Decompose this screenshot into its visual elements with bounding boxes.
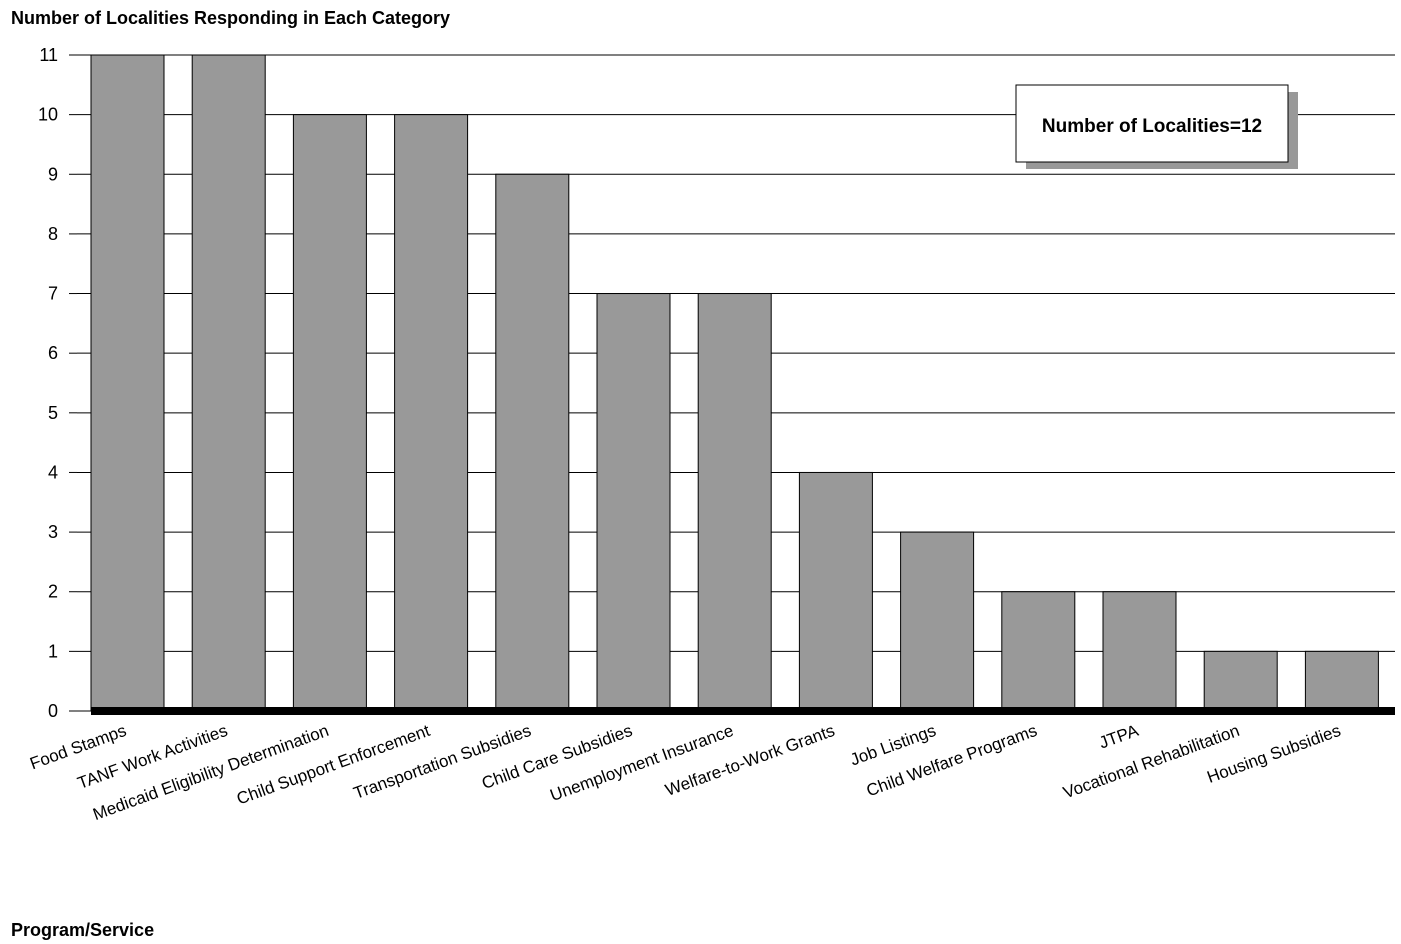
y-tick-label: 7 [48, 284, 58, 304]
y-tick-label: 2 [48, 582, 58, 602]
bar [1203, 650, 1278, 712]
y-axis-title: Number of Localities Responding in Each … [11, 8, 451, 28]
y-tick-label: 9 [48, 164, 58, 184]
bar [596, 293, 671, 712]
category-label: Vocational Rehabilitation [1061, 721, 1242, 803]
bar [292, 114, 367, 712]
category-label: Child Welfare Programs [864, 721, 1040, 800]
y-tick-label: 4 [48, 462, 58, 482]
y-tick-label: 1 [48, 641, 58, 661]
y-tick-label: 8 [48, 224, 58, 244]
category-label: JTPA [1096, 721, 1141, 753]
annotation-text: Number of Localities=12 [1042, 116, 1262, 137]
x-axis-title: Program/Service [11, 920, 155, 940]
y-tick-label: 11 [39, 45, 58, 65]
y-tick-label: 10 [38, 105, 58, 125]
x-axis-baseline [91, 707, 1395, 715]
category-label: Welfare-to-Work Grants [663, 721, 838, 800]
bar [1001, 591, 1076, 712]
y-tick-label: 6 [48, 343, 58, 363]
y-tick-labels: 0 1 2 3 4 5 6 7 8 9 10 11 [38, 45, 58, 721]
annotation-box: Number of Localities=12 [1015, 84, 1298, 169]
y-tick-label: 0 [48, 701, 58, 721]
bar [191, 54, 266, 712]
bar [394, 114, 469, 712]
category-label: Unemployment Insurance [548, 721, 737, 805]
annotation-frame [1015, 84, 1289, 163]
bar [798, 471, 873, 712]
category-label: Transportation Subsidies [351, 721, 534, 803]
bar [1304, 650, 1379, 712]
bar [697, 293, 772, 712]
category-label: Child Support Enforcement [234, 721, 433, 809]
y-tick-label: 3 [48, 522, 58, 542]
bar [90, 54, 165, 712]
bar [495, 173, 570, 712]
bar [1102, 591, 1177, 712]
bars [69, 54, 1395, 715]
bar [900, 531, 975, 712]
y-tick-label: 5 [48, 403, 58, 423]
